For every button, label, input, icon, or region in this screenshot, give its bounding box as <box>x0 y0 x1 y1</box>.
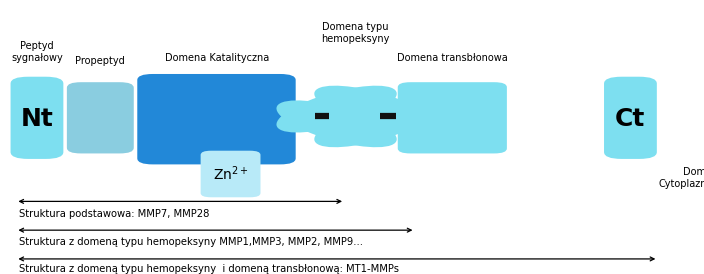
Text: Peptyd
sygnałowy: Peptyd sygnałowy <box>11 41 63 63</box>
Text: Struktura z domeną typu hemopeksyny MMP1,MMP3, MMP2, MMP9...: Struktura z domeną typu hemopeksyny MMP1… <box>19 237 363 247</box>
Text: Nt: Nt <box>21 107 54 131</box>
Text: Domena transbłonowa: Domena transbłonowa <box>396 53 508 63</box>
Ellipse shape <box>314 100 434 147</box>
FancyBboxPatch shape <box>201 151 260 197</box>
Text: Zn$^{2+}$: Zn$^{2+}$ <box>213 165 249 183</box>
FancyBboxPatch shape <box>137 74 296 164</box>
Text: Domena typu
hemopeksyny: Domena typu hemopeksyny <box>321 22 390 44</box>
Ellipse shape <box>277 86 397 133</box>
FancyBboxPatch shape <box>398 82 507 153</box>
Text: Struktura z domeną typu hemopeksyny  i domeną transbłonową: MT1-MMPs: Struktura z domeną typu hemopeksyny i do… <box>19 264 399 274</box>
FancyBboxPatch shape <box>604 77 657 159</box>
Text: Ct: Ct <box>615 107 646 131</box>
Text: Propeptyd: Propeptyd <box>75 56 125 66</box>
Text: Struktura podstawowa: MMP7, MMP28: Struktura podstawowa: MMP7, MMP28 <box>19 209 209 219</box>
Text: Domena Katalityczna: Domena Katalityczna <box>165 53 269 63</box>
Ellipse shape <box>314 86 434 133</box>
FancyBboxPatch shape <box>11 77 63 159</box>
Text: Domena
Cytoplazmatyczna: Domena Cytoplazmatyczna <box>658 167 704 189</box>
Ellipse shape <box>277 100 397 147</box>
FancyBboxPatch shape <box>67 82 134 153</box>
